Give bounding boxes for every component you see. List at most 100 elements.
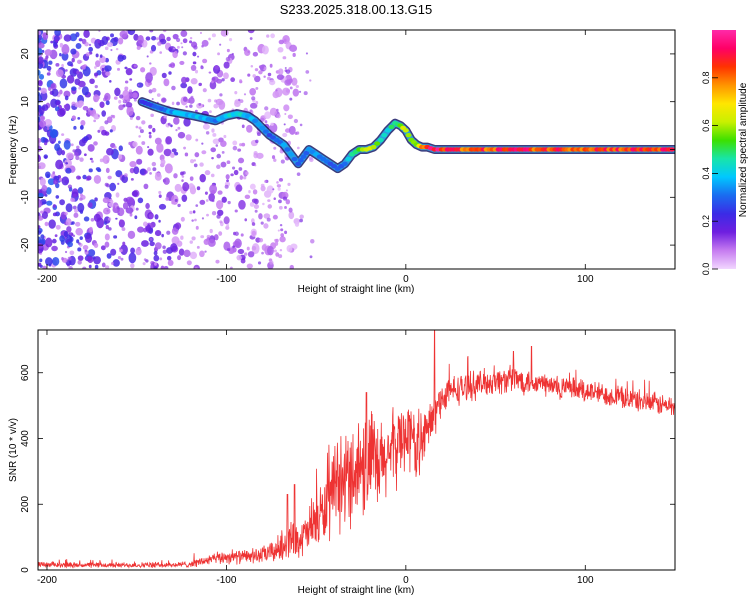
spectrogram-noise-cell bbox=[274, 241, 279, 246]
spectrogram-noise-cell bbox=[188, 183, 195, 190]
spectrogram-noise-cell bbox=[286, 245, 293, 253]
spectrogram-noise-cell bbox=[215, 98, 224, 106]
spectrogram-noise-cell bbox=[213, 103, 219, 109]
spectrogram-noise-cell bbox=[232, 166, 236, 170]
spectrogram-noise-cell bbox=[151, 161, 157, 167]
spectrogram-noise-cell bbox=[163, 115, 168, 119]
spectrogram-noise-cell bbox=[135, 145, 143, 155]
x-tick-label: -200 bbox=[37, 575, 57, 586]
spectrogram-noise-cell bbox=[174, 222, 182, 230]
spectrogram-noise-cell bbox=[189, 240, 193, 244]
spectrogram-noise-cell bbox=[249, 202, 255, 207]
spectrogram-noise-cell bbox=[146, 167, 151, 172]
spectrogram-noise-cell bbox=[38, 107, 45, 115]
spectrogram-noise-cell bbox=[205, 131, 210, 135]
spectrogram-noise-cell bbox=[220, 161, 227, 168]
spectrogram-noise-cell bbox=[86, 109, 89, 113]
spectrogram-noise-cell bbox=[145, 202, 150, 210]
spectrogram-noise-cell bbox=[196, 186, 201, 191]
spectrogram-noise-cell bbox=[206, 234, 211, 239]
spectrogram-noise-cell bbox=[230, 77, 236, 83]
spectrogram-noise-cell bbox=[254, 164, 257, 167]
spectrogram-noise-cell bbox=[241, 142, 246, 147]
spectrogram-noise-cell bbox=[53, 41, 58, 48]
spectrogram-noise-cell bbox=[55, 224, 61, 230]
spectrogram-noise-cell bbox=[75, 155, 80, 161]
spectrogram-noise-cell bbox=[209, 184, 218, 195]
spectrogram-noise-cell bbox=[64, 95, 69, 101]
spectrogram-noise-cell bbox=[284, 112, 287, 115]
spectrogram-noise-cell bbox=[122, 241, 126, 246]
spectrogram-noise-cell bbox=[174, 183, 182, 192]
spectrogram-noise-cell bbox=[215, 259, 220, 264]
spectrogram-noise-cell bbox=[82, 174, 87, 180]
spectrogram-noise-cell bbox=[61, 257, 64, 261]
spectrogram-noise-cell bbox=[245, 171, 249, 175]
spectrogram-noise-cell bbox=[61, 176, 70, 186]
spectrogram-noise-cell bbox=[44, 138, 49, 143]
spectrogram-noise-cell bbox=[41, 211, 48, 219]
spectrogram-noise-cell bbox=[284, 206, 287, 209]
spectrogram-noise-cell bbox=[38, 42, 45, 49]
spectrogram-noise-cell bbox=[148, 124, 153, 129]
spectrogram-noise-cell bbox=[200, 65, 204, 68]
spectrogram-noise-cell bbox=[244, 194, 251, 200]
spectrogram-noise-cell bbox=[77, 247, 82, 252]
spectrogram-noise-cell bbox=[105, 100, 110, 106]
spectrogram-noise-cell bbox=[67, 256, 72, 261]
spectrogram-noise-cell bbox=[305, 70, 310, 74]
spectrogram-noise-cell bbox=[182, 38, 188, 44]
y-tick-label: -20 bbox=[20, 237, 31, 252]
spectrogram-noise-cell bbox=[199, 173, 206, 183]
spectrogram-noise-cell bbox=[238, 98, 241, 102]
spectrogram-noise-cell bbox=[145, 259, 149, 263]
spectrogram-noise-cell bbox=[96, 95, 101, 100]
snr-y-label: SNR (10 * v/v) bbox=[8, 418, 19, 482]
spectrogram-noise-cell bbox=[276, 74, 285, 81]
spectrogram-noise-cell bbox=[249, 37, 253, 40]
spectrogram-noise-cell bbox=[223, 61, 230, 69]
spectrogram-noise-cell bbox=[232, 145, 238, 151]
spectrogram-noise-cell bbox=[105, 167, 110, 174]
spectrogram-noise-cell bbox=[163, 177, 170, 185]
x-tick-label: 100 bbox=[577, 274, 594, 285]
spectrogram-noise-cell bbox=[59, 42, 64, 48]
spectrogram-noise-cell bbox=[189, 210, 193, 215]
spectrogram-noise-cell bbox=[129, 167, 135, 174]
spectrogram-noise-cell bbox=[234, 231, 239, 236]
spectrogram-noise-cell bbox=[64, 250, 68, 254]
spectrogram-noise-cell bbox=[75, 227, 83, 236]
spectrogram-noise-cell bbox=[171, 85, 176, 91]
spectrogram-noise-cell bbox=[113, 96, 118, 100]
spectrogram-noise-cell bbox=[38, 230, 42, 235]
spectrogram-noise-cell bbox=[67, 61, 73, 67]
spectrogram-noise-cell bbox=[205, 238, 210, 242]
spectrogram-noise-cell bbox=[146, 55, 149, 58]
spectrogram-noise-cell bbox=[213, 234, 219, 241]
spectrogram-noise-cell bbox=[94, 264, 99, 269]
spectrogram-noise-cell bbox=[158, 194, 162, 199]
spectrogram-noise-cell bbox=[214, 65, 219, 70]
spectrogram-noise-cell bbox=[183, 146, 186, 150]
spectrogram-noise-cell bbox=[208, 71, 212, 74]
spectrogram-noise-cell bbox=[55, 159, 64, 170]
spectrogram-noise-cell bbox=[277, 46, 284, 53]
spectrogram-noise-cell bbox=[52, 204, 56, 208]
spectrogram-noise-cell bbox=[236, 254, 242, 261]
spectrogram-noise-cell bbox=[190, 78, 198, 85]
spectrogram-noise-cell bbox=[38, 236, 42, 245]
spectrogram-noise-cell bbox=[46, 65, 52, 71]
spectrogram-noise-cell bbox=[187, 86, 193, 94]
spectrogram-noise-cell bbox=[247, 73, 251, 77]
spectrogram-noise-cell bbox=[263, 223, 269, 229]
spectrogram-noise-cell bbox=[113, 235, 118, 239]
spectrogram-noise-cell bbox=[309, 79, 312, 82]
spectrogram-noise-cell bbox=[180, 235, 184, 240]
spectrogram-noise-cell bbox=[44, 49, 53, 56]
spectrogram-noise-cell bbox=[140, 67, 146, 73]
spectrogram-noise-cell bbox=[115, 217, 118, 220]
spectrogram-noise-cell bbox=[91, 160, 94, 163]
spectrogram-noise-cell bbox=[55, 63, 60, 67]
spectrogram-noise-cell bbox=[124, 86, 129, 91]
spectrogram-noise-cell bbox=[136, 45, 141, 50]
